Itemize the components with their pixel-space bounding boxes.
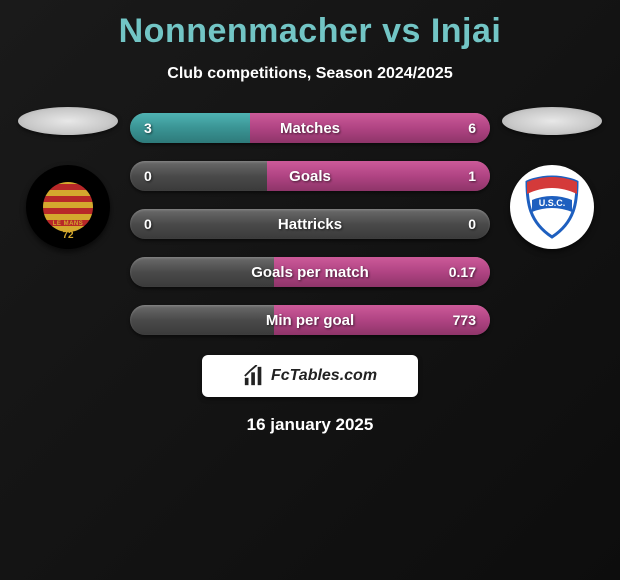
stat-label: Goals per match xyxy=(251,264,369,281)
stat-value-left: 0 xyxy=(144,216,152,232)
stat-value-left: 0 xyxy=(144,168,152,184)
stat-value-left: 3 xyxy=(144,120,152,136)
brand-text: FcTables.com xyxy=(271,367,377,385)
player-silhouette-placeholder xyxy=(18,107,118,135)
stat-value-right: 6 xyxy=(468,120,476,136)
stat-label: Min per goal xyxy=(266,312,354,329)
comparison-row: LE MANS 3 Matches 6 0 Goals 1 0 Hattricks 0 Goals… xyxy=(0,107,620,335)
stat-label: Goals xyxy=(289,168,331,185)
left-team-col: LE MANS xyxy=(18,107,118,249)
stat-bar: 0 Goals 1 xyxy=(130,161,490,191)
stat-bar: Min per goal 773 xyxy=(130,305,490,335)
left-team-badge: LE MANS xyxy=(26,165,110,249)
stat-bar: 3 Matches 6 xyxy=(130,113,490,143)
stat-bar: Goals per match 0.17 xyxy=(130,257,490,287)
right-team-col: U.S.C. xyxy=(502,107,602,249)
right-team-badge: U.S.C. xyxy=(510,165,594,249)
stat-bars: 3 Matches 6 0 Goals 1 0 Hattricks 0 Goals per mat… xyxy=(130,107,490,335)
stat-value-right: 773 xyxy=(453,312,476,328)
bar-chart-icon xyxy=(243,365,265,387)
stat-value-right: 0 xyxy=(468,216,476,232)
brand-banner: FcTables.com xyxy=(202,355,418,397)
date-label: 16 january 2025 xyxy=(247,415,374,435)
left-badge-label: LE MANS xyxy=(53,221,84,227)
stat-label: Hattricks xyxy=(278,216,342,233)
stat-value-right: 0.17 xyxy=(449,264,476,280)
page-title: Nonnenmacher vs Injai xyxy=(119,12,502,51)
stat-bar: 0 Hattricks 0 xyxy=(130,209,490,239)
infographic-root: Nonnenmacher vs Injai Club competitions,… xyxy=(0,0,620,445)
stat-label: Matches xyxy=(280,120,340,137)
svg-text:U.S.C.: U.S.C. xyxy=(539,198,566,208)
stat-value-right: 1 xyxy=(468,168,476,184)
shield-crest-icon: U.S.C. xyxy=(517,172,587,242)
page-subtitle: Club competitions, Season 2024/2025 xyxy=(167,65,452,83)
player-silhouette-placeholder xyxy=(502,107,602,135)
